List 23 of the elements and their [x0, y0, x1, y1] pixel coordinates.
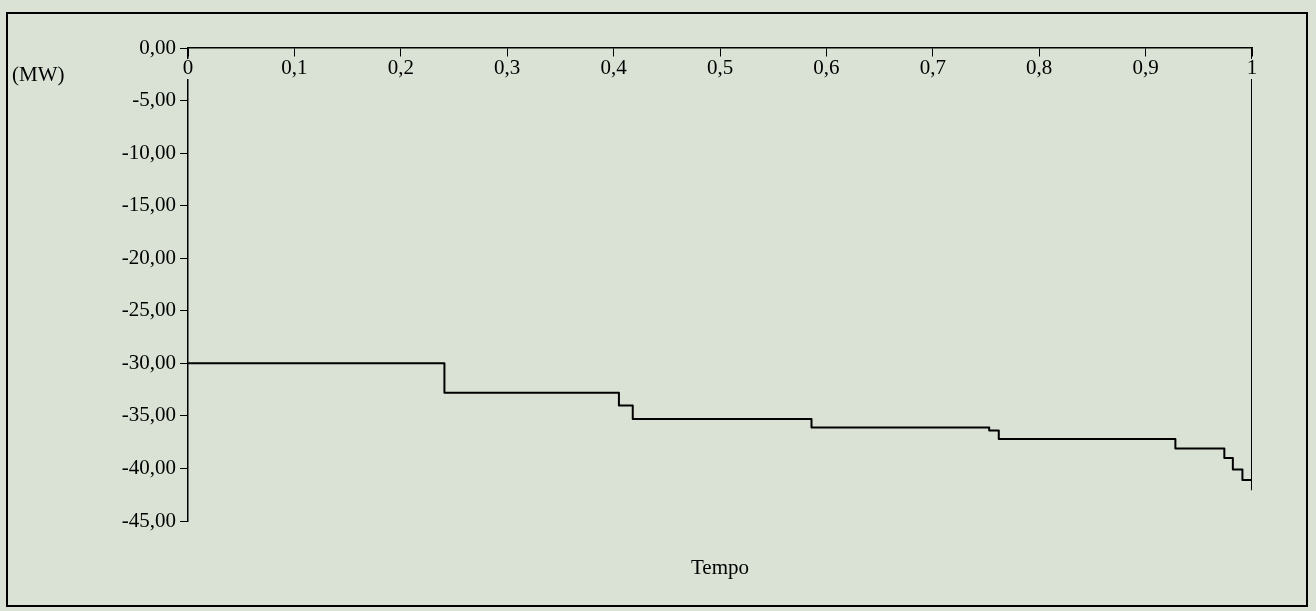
y-axis-title: (MW)	[12, 61, 65, 86]
x-tick-label: 0,8	[1026, 55, 1053, 80]
y-tick-label: -35,00	[121, 402, 176, 427]
x-tick-label: 0,7	[919, 55, 946, 80]
y-tick-label: -25,00	[121, 297, 176, 322]
x-axis-title: Tempo	[690, 554, 750, 579]
y-tick-label: -40,00	[121, 454, 176, 479]
y-tick-label: -15,00	[121, 192, 176, 217]
x-tick-label: 0,3	[494, 55, 521, 80]
x-tick-label: 0,2	[387, 55, 414, 80]
x-tick-label: 0,9	[1132, 55, 1159, 80]
x-tick-label: 0	[182, 55, 194, 80]
x-tick-label: 0,1	[281, 55, 308, 80]
x-tick-label: 0,4	[600, 55, 628, 80]
y-tick-label: 0,00	[139, 34, 176, 59]
x-tick-label: 0,6	[813, 55, 840, 80]
y-tick-label: -5,00	[132, 87, 176, 112]
x-tick-label: 1	[1246, 55, 1258, 80]
y-tick-label: -45,00	[121, 507, 176, 532]
y-tick-label: -10,00	[121, 139, 176, 164]
x-tick-label: 0,5	[706, 55, 734, 80]
y-tick-label: -30,00	[121, 349, 176, 374]
y-tick-label: -20,00	[121, 244, 176, 269]
